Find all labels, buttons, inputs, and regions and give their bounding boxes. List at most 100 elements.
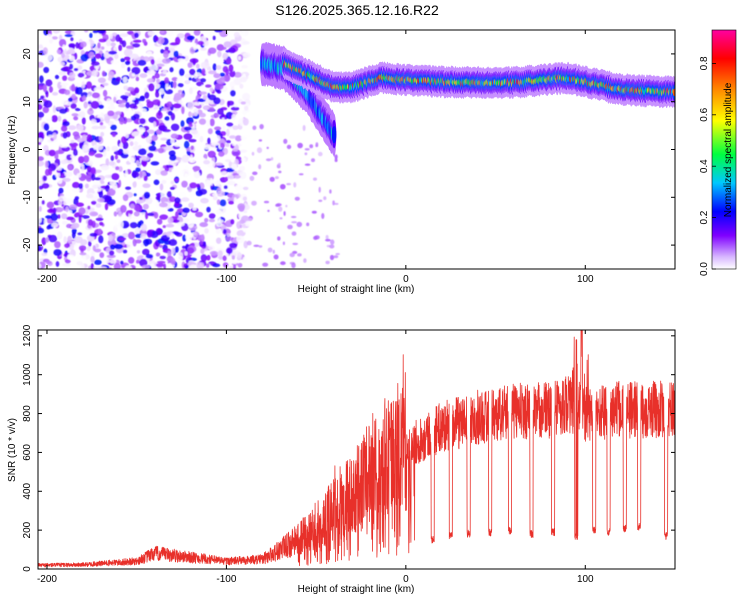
heatmap-cell (54, 207, 64, 213)
heatmap-cell (144, 130, 148, 138)
heatmap-cell (62, 75, 68, 81)
heatmap-cell (132, 238, 137, 247)
heatmap-cell (275, 203, 280, 207)
heatmap-cell (166, 231, 171, 237)
heatmap-cell (230, 219, 235, 225)
heatmap-cell (293, 182, 297, 188)
heatmap-cell (111, 173, 120, 181)
heatmap-cell (52, 132, 57, 140)
heatmap-cell (228, 161, 232, 169)
heatmap-cell (99, 252, 105, 258)
heatmap-cell (318, 151, 323, 157)
heatmap-cell (90, 256, 95, 263)
heatmap-cell (170, 257, 176, 266)
heatmap-cell (244, 105, 249, 111)
heatmap-cell (87, 219, 93, 226)
heatmap-cell (279, 217, 283, 220)
heatmap-cell (43, 123, 50, 131)
heatmap-cell (139, 80, 146, 85)
x-tick-label: 0 (403, 574, 409, 585)
heatmap-cell (86, 134, 93, 142)
heatmap-cell (43, 145, 49, 152)
heatmap-cell (140, 233, 147, 240)
heatmap-cell (121, 233, 130, 238)
heatmap-cell (95, 203, 102, 208)
heatmap-cell (325, 235, 329, 240)
heatmap-cell (113, 150, 123, 156)
heatmap-cell (200, 197, 209, 204)
heatmap-cell (193, 101, 201, 106)
heatmap-cell (153, 179, 160, 186)
heatmap-cell (72, 181, 80, 189)
heatmap-cell (193, 171, 201, 179)
heatmap-cell (95, 86, 104, 90)
heatmap-cell (225, 159, 231, 163)
heatmap-cell (42, 106, 49, 114)
heatmap-cell (334, 202, 339, 205)
heatmap-cell (38, 103, 43, 110)
heatmap-cell (193, 73, 198, 79)
heatmap-cell (167, 216, 174, 224)
colorbar-ticks: 0.0 0.2 0.4 0.6 0.8 (699, 56, 716, 276)
heatmap-cell (136, 199, 144, 204)
colorbar-tick-label: 0.0 (699, 262, 710, 276)
heatmap-cell (119, 33, 129, 38)
heatmap-cell (102, 82, 109, 86)
heatmap-cell (332, 200, 335, 206)
heatmap-cell (241, 65, 249, 69)
heatmap-signal-layer (260, 41, 675, 157)
heatmap-cell (188, 202, 194, 208)
heatmap-cell (258, 245, 263, 248)
heatmap-cell (193, 30, 201, 36)
heatmap-cell (83, 101, 88, 109)
heatmap-cell (159, 88, 165, 95)
heatmap-cell (113, 46, 117, 51)
heatmap-cell (282, 241, 285, 246)
heatmap-cell (203, 160, 211, 165)
heatmap-cell (156, 63, 165, 67)
heatmap-cell (48, 167, 53, 176)
heatmap-cell (249, 175, 255, 181)
heatmap-cell (90, 212, 99, 216)
heatmap-cell (80, 215, 90, 219)
heatmap-cell (90, 167, 96, 175)
heatmap-cell (285, 204, 288, 208)
heatmap-cell (142, 248, 150, 256)
heatmap-cell (315, 142, 319, 147)
heatmap-cell (40, 95, 45, 100)
heatmap-cell (304, 163, 311, 166)
heatmap-cell (196, 63, 200, 69)
heatmap-cell (117, 99, 127, 104)
heatmap-cell (66, 216, 75, 221)
heatmap-cell (159, 202, 168, 208)
heatmap-cell (291, 231, 297, 236)
heatmap-cell (94, 248, 102, 253)
heatmap-cell (185, 233, 193, 241)
heatmap-cell (113, 263, 121, 269)
heatmap-cell (134, 32, 139, 38)
heatmap-cell (108, 50, 117, 55)
heatmap-cell (129, 53, 139, 59)
heatmap-cell (88, 51, 95, 59)
heatmap-cell (56, 49, 62, 54)
heatmap-cell (200, 61, 210, 69)
heatmap-cell (190, 145, 194, 150)
heatmap-cell (126, 241, 133, 249)
heatmap-cell (71, 83, 76, 92)
heatmap-cell (171, 247, 176, 255)
heatmap-cell (127, 67, 131, 72)
heatmap-cell (304, 152, 308, 156)
heatmap-cell (109, 33, 113, 40)
heatmap-cell (58, 195, 66, 202)
heatmap-cell (179, 169, 185, 176)
heatmap-cell (78, 207, 86, 215)
heatmap-cell (236, 252, 243, 259)
heatmap-cell (221, 117, 225, 124)
heatmap-cell (94, 169, 102, 173)
heatmap-cell (192, 207, 197, 211)
heatmap-cell (90, 40, 95, 47)
heatmap-cell (47, 208, 55, 214)
heatmap-cell (65, 184, 70, 189)
heatmap-cell (214, 135, 221, 142)
heatmap-cell (138, 106, 144, 113)
